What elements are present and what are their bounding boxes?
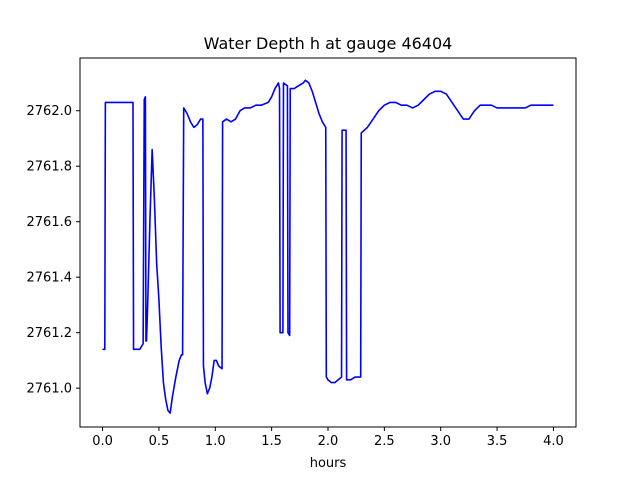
y-tick-label: 2761.0 <box>27 382 73 397</box>
x-tick-label: 3.5 <box>487 434 508 449</box>
y-tick-label: 2761.2 <box>27 326 73 341</box>
chart-title: Water Depth h at gauge 46404 <box>204 34 453 53</box>
y-tick-label: 2761.8 <box>27 160 73 175</box>
x-tick-label: 2.5 <box>374 434 395 449</box>
plot-area <box>80 58 576 427</box>
y-tick-label: 2761.4 <box>27 271 73 286</box>
x-tick-label: 4.0 <box>543 434 564 449</box>
x-axis-title: hours <box>310 456 347 471</box>
series-line <box>102 79 554 414</box>
x-tick-label: 0.0 <box>92 434 113 449</box>
x-tick-label: 1.5 <box>261 434 282 449</box>
series-layer <box>102 79 554 414</box>
x-tick-label: 3.0 <box>430 434 451 449</box>
y-axis: 2761.0 2761.2 2761.4 2761.6 2761.8 2762.0 <box>27 104 80 397</box>
x-tick-label: 1.0 <box>205 434 226 449</box>
x-axis: 0.0 0.5 1.0 1.5 2.0 2.5 3.0 3.5 4.0 <box>92 427 564 449</box>
y-tick-label: 2761.6 <box>27 215 73 230</box>
y-tick-label: 2762.0 <box>27 104 73 119</box>
x-tick-label: 0.5 <box>149 434 170 449</box>
x-tick-label: 2.0 <box>318 434 339 449</box>
